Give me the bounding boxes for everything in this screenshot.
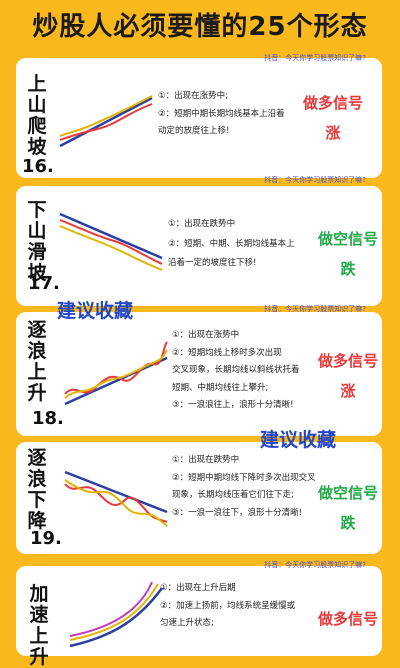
downtrend-chart [59, 212, 163, 271]
desc-line: ②：短期、中期、长期均线基本上 [168, 238, 295, 249]
pattern-name: 逐浪上升 [27, 319, 47, 404]
signal-label: 做空信号 跌 [317, 230, 378, 278]
page-title: 炒股人必须要懂的25个形态 [32, 12, 368, 42]
pattern-description: ①：出现在跌势中 ②：短期、中期、长期均线基本上 沿着一定的坡度往下移! [168, 216, 295, 273]
desc-line: 短期、中期均线往上攀升; [172, 382, 269, 393]
pattern-name: 逐浪下降 [27, 447, 47, 532]
pattern-description: ①：出现在涨势中 ②：短期均线上移时多次出现 交叉现象，长期均线以斜线状托着 短… [172, 327, 300, 415]
desc-line: ①：出现在跌势中 [172, 455, 240, 465]
watermark: 抖音：今天你学习股票知识了嘛? [264, 561, 366, 569]
watermark: 抖音：今天你学习股票知识了嘛? [264, 54, 366, 62]
pattern-card-18: 抖音：今天你学习股票知识了嘛? 逐浪上升 18. ①：出现在涨势中 ②：短期均线… [16, 305, 382, 436]
pattern-description: ①：出现在跌势中 ②：短期中期均线下降时多次出现交叉 现象，长期均线压着它们往下… [172, 452, 316, 522]
signal-label: 做多信号 [317, 610, 378, 628]
pattern-description: ①：出现在涨势中; ②：短期中期长期均线基本上沿着 动定的放度往上移! [158, 88, 285, 141]
desc-line: ②：短期均线上移时多次出现 [172, 347, 282, 358]
wave-up-chart [64, 341, 168, 406]
desc-line: ①：出现在涨势中 [172, 330, 240, 340]
pattern-number: 18. [32, 408, 64, 429]
signal-label: 做空信号 跌 [317, 484, 378, 532]
wave-down-chart [64, 470, 168, 527]
signal-label: 做多信号 涨 [302, 94, 363, 142]
uptrend-chart [59, 95, 153, 148]
pattern-name: 加速上升 [29, 583, 49, 668]
watermark: 抖音：今天你学习股票知识了嘛? [264, 176, 366, 184]
pattern-name: 上山爬坡 [27, 73, 47, 158]
pattern-card-19: 逐浪下降 19. ①：出现在跌势中 ②：短期中期均线下降时多次出现交叉 现象，长… [16, 442, 382, 554]
desc-line: ②：短期中期长期均线基本上沿着 [158, 108, 285, 119]
pattern-card-20: 抖音：今天你学习股票知识了嘛? 加速上升 ①：出现在上升后期 ②：加速上扬前，均… [16, 561, 382, 668]
desc-line: ①：出现在跌势中 [168, 219, 236, 229]
desc-line: 匀速上升状态; [160, 618, 214, 628]
save-suggestion-overlay: 建议收藏 [57, 300, 134, 322]
pattern-description: ①：出现在上升后期 ②：加速上扬前，均线系统呈缓慢或 匀速上升状态; [160, 580, 295, 633]
desc-line: ②：短期中期均线下降时多次出现交叉 [172, 472, 316, 483]
pattern-card-17: 抖音：今天你学习股票知识了嘛? 下山滑坡 17. ①：出现在跌势中 ②：短期、中… [16, 176, 382, 306]
watermark: 抖音：今天你学习股票知识了嘛? [264, 305, 366, 313]
desc-line: 现象，长期均线压着它们往下走; [172, 490, 294, 500]
desc-line: ③：一浪一浪往下，浪形十分清晰! [172, 507, 303, 518]
save-suggestion-overlay: 建议收藏 [260, 429, 337, 451]
desc-line: ①：出现在上升后期 [160, 583, 236, 593]
desc-line: ③：一浪浪往上，浪形十分清晰! [172, 400, 294, 410]
desc-line: 交叉现象，长期均线以斜线状托着 [172, 365, 300, 375]
pattern-number: 19. [30, 528, 62, 549]
pattern-number: 17. [28, 273, 60, 294]
pattern-name: 下山滑坡 [27, 199, 47, 284]
accelerating-up-chart [69, 581, 164, 648]
desc-line: ①：出现在涨势中; [158, 91, 228, 101]
desc-line: ②：加速上扬前，均线系统呈缓慢或 [160, 600, 296, 611]
desc-line: 动定的放度往上移! [158, 126, 230, 136]
pattern-card-16: 抖音：今天你学习股票知识了嘛? 上山爬坡 16. ①：出现在涨势中; ②：短期中… [16, 54, 382, 178]
pattern-number: 16. [22, 156, 54, 177]
signal-label: 做多信号 涨 [317, 352, 378, 400]
desc-line: 沿着一定的坡度往下移! [168, 258, 257, 268]
